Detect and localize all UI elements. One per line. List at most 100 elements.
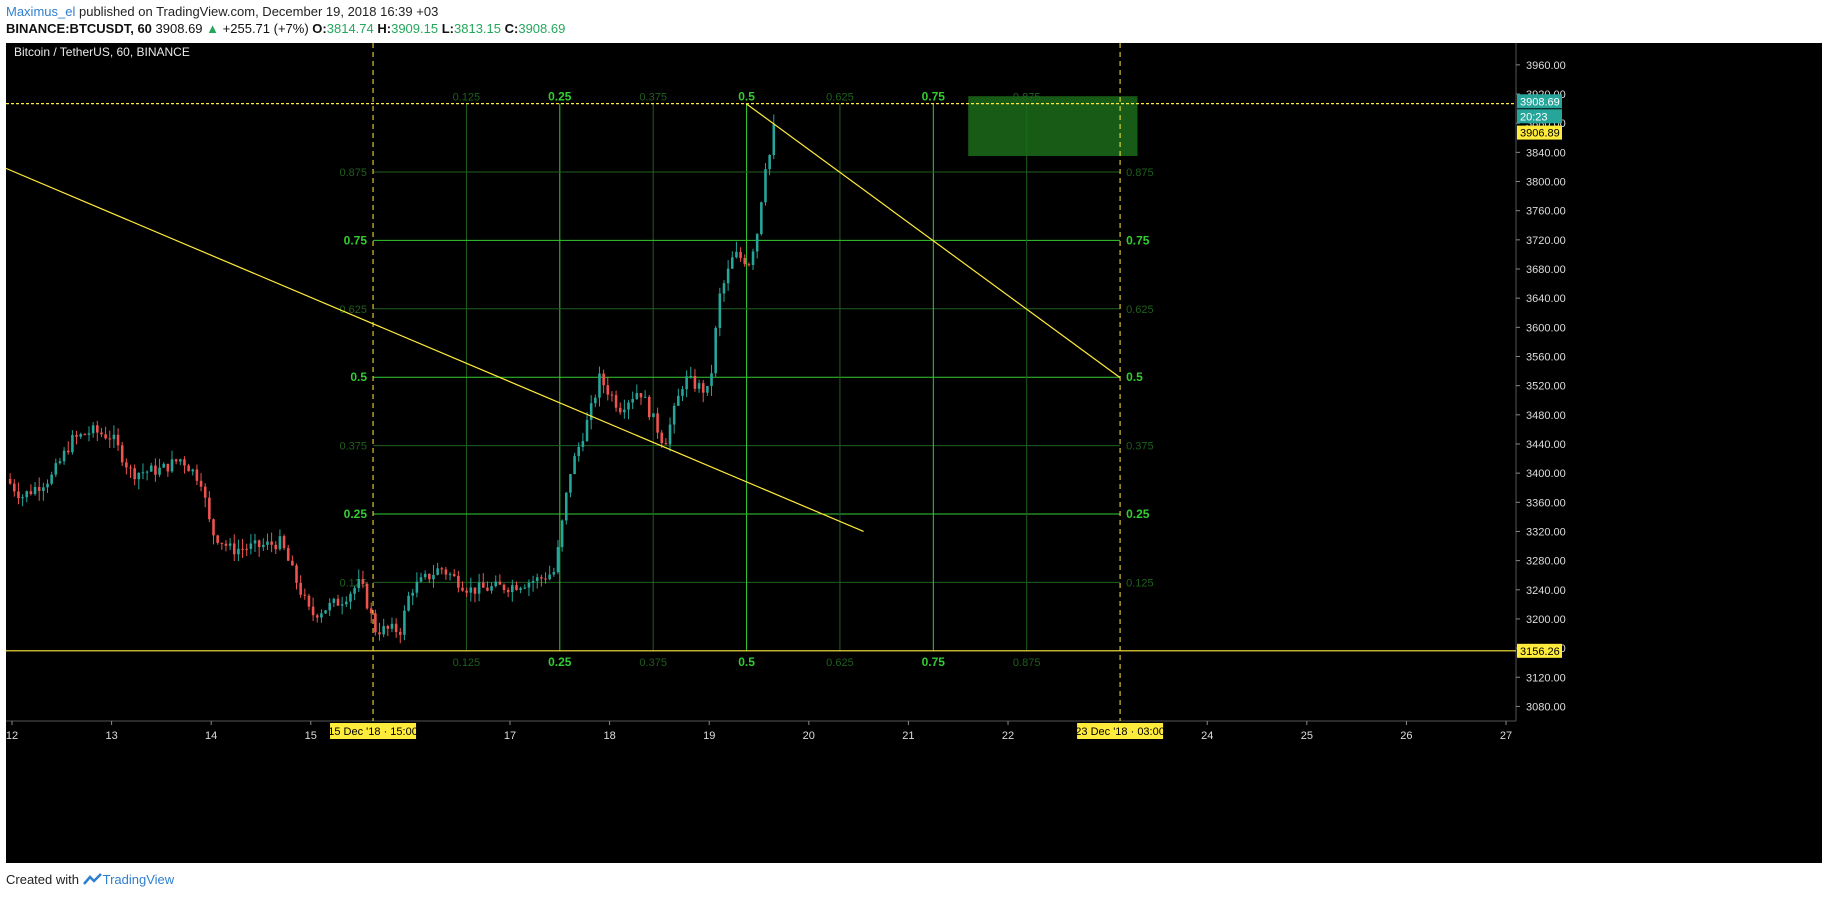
candle-body xyxy=(208,497,211,520)
last-price-badge-bg xyxy=(1517,94,1562,109)
chart-title: Bitcoin / TetherUS, 60, BINANCE xyxy=(14,45,190,59)
price-tick-label: 3360.00 xyxy=(1526,497,1566,509)
candle-body xyxy=(237,548,240,555)
candle-body xyxy=(286,548,290,561)
candle-body xyxy=(54,463,58,475)
candle-body xyxy=(730,257,734,269)
tradingview-brand-link[interactable]: TradingView xyxy=(102,872,175,887)
close-value: 3908.69 xyxy=(518,21,566,36)
candle-body xyxy=(701,383,705,393)
fib-time-label-bottom: 0.5 xyxy=(738,655,755,669)
last-price: 3908.69 xyxy=(155,21,203,36)
fib-level-label-left: 0.5 xyxy=(350,370,367,384)
candle-body xyxy=(739,251,742,258)
publish-info: Maximus_el published on TradingView.com,… xyxy=(6,4,438,19)
price-tick-label: 3120.00 xyxy=(1526,672,1566,684)
symbol-info: BINANCE:BTCUSDT, 60 3908.69 ▲ +255.71 (+… xyxy=(6,21,565,36)
date-badge-right-bg xyxy=(1077,723,1164,739)
candle-body xyxy=(303,594,307,596)
candle-body xyxy=(660,432,664,444)
high-value: 3909.15 xyxy=(391,21,439,36)
high-label: H: xyxy=(377,21,392,36)
candle-body xyxy=(656,413,659,433)
candle-body xyxy=(635,393,639,399)
fib-level-label-left: 0.75 xyxy=(344,233,368,247)
price-tick-label: 3200.00 xyxy=(1526,614,1566,626)
candle-body xyxy=(125,462,128,468)
candle-body xyxy=(647,396,651,418)
candle-body xyxy=(162,463,165,468)
candle-body xyxy=(610,394,614,396)
fib-time-label-top: 0.25 xyxy=(548,90,572,104)
candle-body xyxy=(618,407,622,413)
projection-trendline xyxy=(745,103,1121,379)
time-tick-label: 21 xyxy=(902,730,914,742)
candle-body xyxy=(573,456,576,475)
time-tick-label: 22 xyxy=(1002,730,1014,742)
candle-body xyxy=(386,626,390,629)
fib-time-label-top: 0.75 xyxy=(922,90,946,104)
candle-body xyxy=(83,434,87,436)
candle-body xyxy=(291,560,294,566)
candle-body xyxy=(428,573,431,580)
candle-body xyxy=(195,469,199,481)
candle-body xyxy=(349,593,352,602)
candle-body xyxy=(473,587,477,594)
chart-container[interactable]: 3960.003920.003880.003840.003800.003760.… xyxy=(5,43,1822,863)
candle-body xyxy=(203,486,207,498)
publish-text: published on TradingView.com, December 1… xyxy=(78,4,439,19)
candle-body xyxy=(336,598,340,606)
candle-body xyxy=(8,478,12,484)
time-tick-label: 25 xyxy=(1301,730,1313,742)
fib-level-label-left: 0.125 xyxy=(340,577,368,589)
candle-body xyxy=(652,413,655,418)
author-link[interactable]: Maximus_el xyxy=(6,4,76,19)
candle-body xyxy=(693,376,697,389)
candle-body xyxy=(585,419,589,442)
low-label: L: xyxy=(441,21,454,36)
candle-body xyxy=(266,541,269,545)
candle-body xyxy=(465,590,468,593)
candle-body xyxy=(166,463,170,472)
candle-body xyxy=(357,579,361,589)
candle-body xyxy=(469,587,473,593)
fib-time-label-bottom: 0.125 xyxy=(453,657,481,669)
candle-body xyxy=(58,461,62,464)
price-tick-label: 3840.00 xyxy=(1526,147,1566,159)
candle-body xyxy=(672,405,676,425)
low-value: 3813.15 xyxy=(454,21,501,36)
candle-body xyxy=(548,574,551,580)
candle-body xyxy=(677,395,680,406)
time-tick-label: 26 xyxy=(1400,730,1412,742)
candle-body xyxy=(407,595,410,611)
candle-body xyxy=(606,385,610,395)
level-badge-top: 3906.89 xyxy=(1520,128,1560,140)
fib-time-label-bottom: 0.875 xyxy=(1013,657,1041,669)
price-tick-label: 3480.00 xyxy=(1526,410,1566,422)
fib-time-label-top: 0.375 xyxy=(639,92,667,104)
candle-body xyxy=(411,592,415,596)
candle-body xyxy=(62,450,66,462)
candle-body xyxy=(353,588,356,594)
candle-body xyxy=(440,568,444,570)
candle-body xyxy=(232,543,236,555)
candle-body xyxy=(448,574,452,576)
candle-body xyxy=(137,473,141,480)
fib-level-label-right: 0.625 xyxy=(1126,304,1154,316)
candle-body xyxy=(710,373,713,386)
candle-body xyxy=(374,613,377,633)
date-badge-left-bg xyxy=(330,723,417,739)
candle-body xyxy=(535,577,539,582)
open-value: 3814.74 xyxy=(326,21,374,36)
time-tick-label: 24 xyxy=(1201,730,1213,742)
candle-body xyxy=(174,459,178,462)
candle-body xyxy=(519,588,522,590)
fib-time-label-bottom: 0.75 xyxy=(922,655,946,669)
candle-body xyxy=(241,548,244,550)
candle-body xyxy=(436,568,439,575)
price-chart[interactable]: 3960.003920.003880.003840.003800.003760.… xyxy=(5,43,1822,863)
price-tick-label: 3320.00 xyxy=(1526,526,1566,538)
candle-body xyxy=(278,536,282,550)
candle-body xyxy=(340,604,344,606)
candle-body xyxy=(772,124,776,155)
